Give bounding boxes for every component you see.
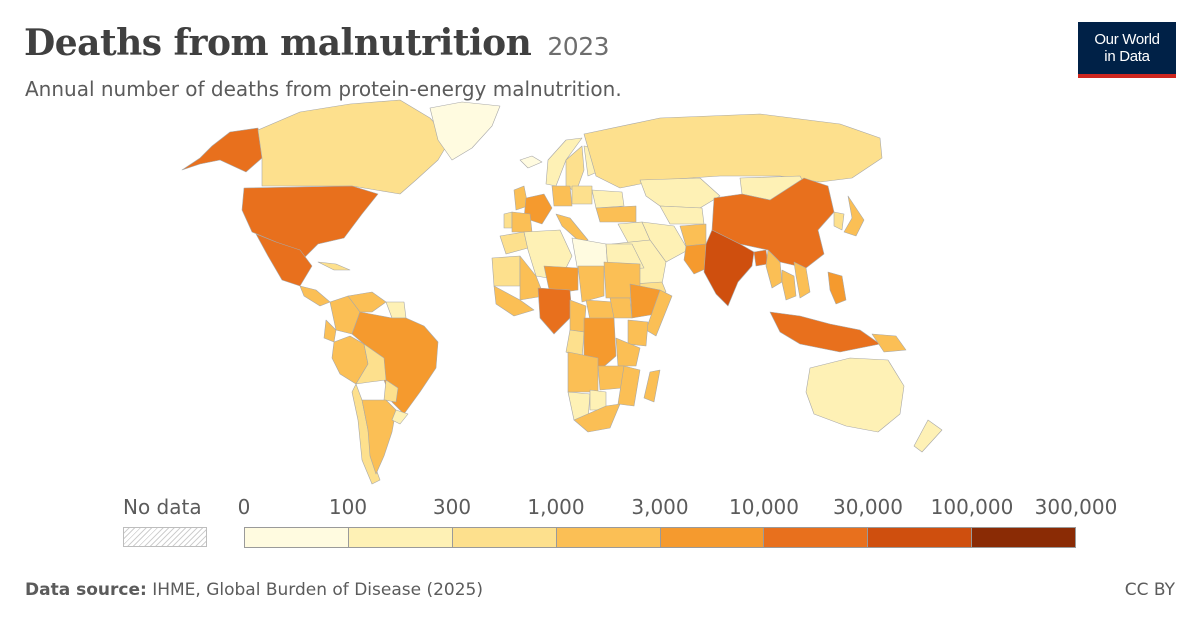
country-somalia[interactable] — [645, 289, 673, 337]
legend-tick: 300 — [432, 495, 472, 519]
country-india[interactable] — [703, 229, 755, 307]
country-ecuador[interactable] — [323, 319, 337, 343]
country-mauritania[interactable] — [491, 255, 521, 287]
country-united-states[interactable] — [241, 185, 379, 259]
logo-line-2: in Data — [1104, 48, 1150, 65]
data-source: Data source: IHME, Global Burden of Dise… — [25, 580, 483, 600]
country-canada[interactable] — [257, 99, 451, 195]
country-zambia[interactable] — [597, 365, 625, 391]
legend-tick: 3,000 — [631, 495, 689, 519]
logo-line-1: Our World — [1094, 31, 1160, 48]
color-scale — [244, 527, 1076, 548]
country-turkey[interactable] — [595, 205, 637, 223]
country-iceland[interactable] — [519, 155, 543, 169]
country-sweden[interactable] — [565, 145, 585, 193]
country-angola[interactable] — [567, 351, 599, 393]
world-map[interactable] — [0, 0, 1200, 490]
legend-tick: 100 — [328, 495, 368, 519]
color-bin-5[interactable] — [764, 527, 869, 548]
country-philippines[interactable] — [827, 271, 847, 305]
country-morocco[interactable] — [499, 231, 529, 255]
country-japan[interactable] — [843, 195, 865, 237]
country-ukraine[interactable] — [591, 189, 625, 209]
country-kenya[interactable] — [627, 319, 649, 347]
country-spain[interactable] — [511, 211, 533, 233]
legend-tick: 1,000 — [527, 495, 585, 519]
color-bin-0[interactable] — [244, 527, 349, 548]
country-greenland[interactable] — [429, 101, 501, 161]
country-korea[interactable] — [833, 211, 845, 231]
country-uruguay[interactable] — [391, 409, 409, 425]
country-australia[interactable] — [805, 357, 905, 433]
chart-subtitle: Annual number of deaths from protein-ene… — [25, 77, 622, 101]
country-paraguay[interactable] — [383, 379, 399, 403]
chart-year: 2023 — [547, 32, 610, 61]
country-south-sudan[interactable] — [609, 297, 633, 319]
country-nigeria[interactable] — [537, 287, 573, 335]
country-thailand[interactable] — [781, 269, 797, 301]
country-chad[interactable] — [577, 265, 605, 303]
country-vietnam[interactable] — [793, 261, 811, 299]
country-myanmar[interactable] — [765, 249, 783, 289]
country-west-africa-coast[interactable] — [493, 285, 535, 317]
country-argentina[interactable] — [361, 399, 397, 475]
country-iran[interactable] — [641, 221, 689, 263]
chart-title-text: Deaths from malnutrition — [24, 22, 532, 64]
data-source-text: IHME, Global Burden of Disease (2025) — [152, 580, 483, 600]
country-cameroon[interactable] — [569, 299, 587, 333]
legend-tick: 300,000 — [1034, 495, 1118, 519]
country-mexico[interactable] — [255, 233, 313, 287]
country-indonesia[interactable] — [769, 311, 881, 353]
legend-tick: 0 — [237, 495, 251, 519]
legend-tick: 30,000 — [833, 495, 903, 519]
country-russia[interactable] — [583, 113, 883, 189]
country-mozambique[interactable] — [617, 365, 641, 407]
country-central-asia[interactable] — [659, 205, 705, 225]
legend-tick: 10,000 — [729, 495, 799, 519]
country-bolivia[interactable] — [355, 343, 387, 385]
legend-tick: 100,000 — [930, 495, 1014, 519]
color-bin-7[interactable] — [972, 527, 1076, 548]
no-data-swatch — [123, 527, 207, 547]
country-central-african-republic[interactable] — [585, 299, 615, 321]
country-portugal[interactable] — [503, 211, 513, 229]
license[interactable]: CC BY — [1124, 580, 1175, 600]
color-bin-6[interactable] — [868, 527, 973, 548]
country-tanzania[interactable] — [615, 337, 641, 367]
country-guianas[interactable] — [385, 301, 407, 319]
country-germany[interactable] — [551, 185, 573, 207]
country-south-africa[interactable] — [573, 403, 621, 433]
country-madagascar[interactable] — [643, 369, 661, 403]
no-data-label: No data — [123, 495, 202, 519]
country-niger[interactable] — [543, 265, 579, 295]
country-china[interactable] — [711, 177, 835, 269]
country-alaska-usa-[interactable] — [181, 127, 263, 173]
country-venezuela[interactable] — [347, 291, 387, 313]
country-poland[interactable] — [571, 185, 593, 205]
country-papua-new-guinea[interactable] — [871, 333, 907, 353]
country-bangladesh[interactable] — [753, 249, 769, 267]
country-central-america[interactable] — [299, 285, 331, 307]
country-new-zealand[interactable] — [913, 419, 943, 453]
color-bin-2[interactable] — [452, 527, 557, 548]
owid-logo[interactable]: Our World in Data — [1078, 22, 1176, 78]
color-bin-4[interactable] — [660, 527, 765, 548]
country-kazakhstan[interactable] — [639, 177, 721, 209]
color-bin-1[interactable] — [348, 527, 453, 548]
chart-title: Deaths from malnutrition 2023 — [24, 22, 610, 64]
country-cuba[interactable] — [317, 261, 351, 271]
color-bin-3[interactable] — [556, 527, 661, 548]
data-source-label: Data source: — [25, 580, 147, 600]
